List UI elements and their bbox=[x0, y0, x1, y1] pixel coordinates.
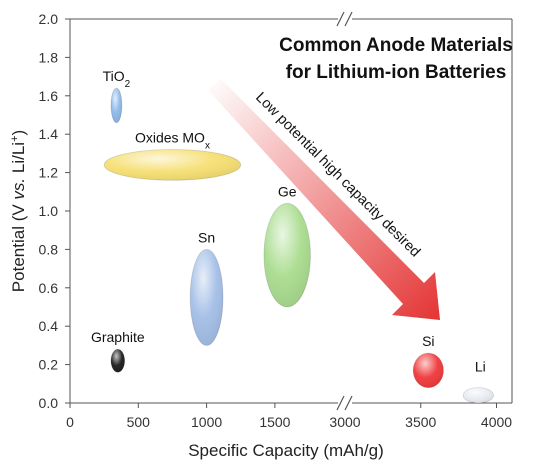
material-sn-label: Sn bbox=[198, 229, 215, 245]
axis-break-gap-bottom bbox=[338, 396, 352, 410]
y-tick-label: 1.8 bbox=[39, 49, 59, 65]
material-ge-highlight bbox=[263, 203, 311, 307]
y-axis-label: Potential (V vs. Li/Li+) bbox=[9, 130, 28, 292]
x-axis-label: Specific Capacity (mAh/g) bbox=[188, 441, 384, 460]
material-tio2-highlight bbox=[110, 88, 122, 123]
trend-arrow bbox=[208, 79, 440, 320]
x-tick-label: 1500 bbox=[259, 414, 290, 430]
x-tick-label: 500 bbox=[127, 414, 151, 430]
material-graphite-label: Graphite bbox=[91, 329, 145, 345]
x-tick-label: 1000 bbox=[191, 414, 222, 430]
x-axis-ticks: 0 500 1000 1500 3000 3500 4000 bbox=[66, 403, 512, 430]
y-tick-label: 1.0 bbox=[39, 203, 59, 219]
y-tick-label: 2.0 bbox=[39, 11, 59, 27]
y-tick-label: 0.6 bbox=[39, 280, 59, 296]
axis-break-mark bbox=[344, 395, 353, 411]
y-tick-label: 1.6 bbox=[39, 88, 59, 104]
chart-title-line-2: for Lithium-ion Batteries bbox=[286, 62, 507, 83]
material-li-label: Li bbox=[475, 359, 486, 375]
x-tick-label: 4000 bbox=[481, 414, 512, 430]
y-tick-label: 1.2 bbox=[39, 165, 59, 181]
axis-break-mark bbox=[344, 11, 353, 27]
chart-title-line-1: Common Anode Materials bbox=[279, 35, 513, 56]
material-oxides-mox-highlight bbox=[104, 149, 241, 181]
y-tick-label: 0.2 bbox=[39, 357, 59, 373]
material-si-label: Si bbox=[422, 333, 434, 349]
arrow-annotation: Low potential high capacity desired bbox=[208, 79, 440, 320]
y-tick-label: 0.0 bbox=[39, 395, 59, 411]
y-tick-label: 1.4 bbox=[39, 126, 59, 142]
material-li-highlight bbox=[463, 387, 494, 403]
material-si-highlight bbox=[413, 353, 444, 388]
material-tio2-label: TiO2 bbox=[103, 68, 131, 90]
axis-break-mark bbox=[336, 395, 345, 411]
x-tick-label: 3000 bbox=[329, 414, 360, 430]
y-tick-label: 0.8 bbox=[39, 241, 59, 257]
axis-break-mark bbox=[336, 11, 345, 27]
material-graphite-highlight bbox=[110, 349, 125, 373]
axis-break-gap-top bbox=[338, 12, 352, 26]
y-tick-label: 0.4 bbox=[39, 318, 59, 334]
material-oxides-mox-label: Oxides MOx bbox=[135, 130, 210, 152]
material-sn-highlight bbox=[190, 249, 223, 346]
x-tick-label: 3500 bbox=[405, 414, 436, 430]
x-tick-label: 0 bbox=[66, 414, 74, 430]
axis-break-marks bbox=[336, 11, 353, 411]
material-ge-label: Ge bbox=[278, 183, 297, 199]
y-axis-ticks: 0.0 0.2 0.4 0.6 0.8 1.0 1.2 1.4 1.6 1.8 2.0 bbox=[39, 11, 70, 411]
